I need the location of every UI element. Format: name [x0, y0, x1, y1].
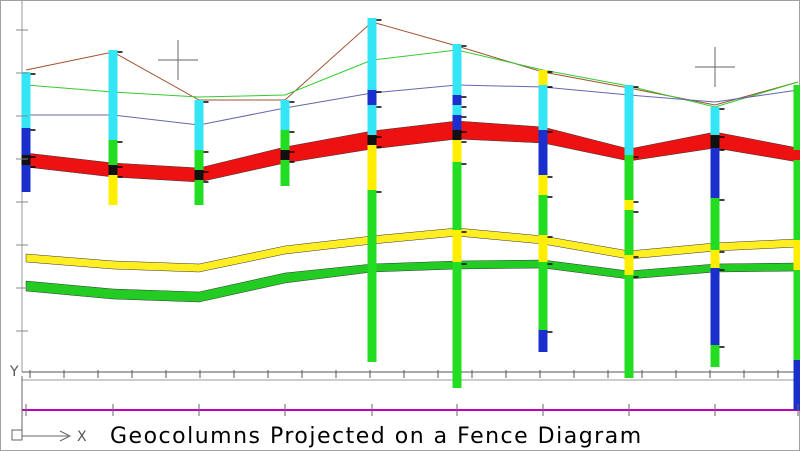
- column-segment: [21, 155, 31, 165]
- column-segment: [367, 135, 377, 145]
- column-segment: [624, 200, 634, 210]
- column-segment: [367, 190, 377, 362]
- column-segment: [793, 240, 800, 270]
- column-segment: [452, 230, 462, 262]
- column-segment: [624, 275, 634, 378]
- markers: [16, 29, 799, 416]
- column-segment: [280, 160, 290, 186]
- column-segment: [624, 85, 634, 155]
- column-segment: [624, 210, 634, 255]
- column-segment: [367, 18, 377, 90]
- column-segment: [710, 250, 720, 268]
- column-segment: [194, 170, 204, 180]
- column-segment: [452, 105, 462, 115]
- axis-label-y: Y: [9, 364, 19, 380]
- column-segment: [793, 360, 800, 410]
- column-segment: [793, 85, 800, 150]
- column-segment: [624, 255, 634, 275]
- column-segment: [21, 128, 31, 155]
- column-segment: [452, 140, 462, 162]
- column-segment: [367, 145, 377, 190]
- column-segment: [452, 115, 462, 130]
- column-segment: [538, 195, 548, 235]
- layers: [25, 21, 799, 303]
- column-segment: [793, 150, 800, 160]
- column-segment: [194, 180, 204, 205]
- column-segment: [21, 165, 31, 192]
- column-segment: [452, 44, 462, 95]
- column-segment: [280, 130, 290, 150]
- ucs-icon: Y X: [9, 364, 87, 445]
- column-segment: [538, 85, 548, 130]
- column-segment: [452, 130, 462, 140]
- column-segment: [710, 135, 720, 148]
- column-segment: [108, 50, 118, 140]
- axis-label-x: X: [77, 429, 87, 445]
- column-segment: [710, 268, 720, 345]
- ucs-box: [11, 429, 23, 441]
- column-segment: [624, 155, 634, 200]
- geocolumns: [21, 18, 800, 410]
- column-segment: [108, 140, 118, 165]
- column-segment: [452, 262, 462, 388]
- column-segment: [538, 330, 548, 352]
- column-segment: [710, 198, 720, 250]
- column-segment: [793, 270, 800, 360]
- ucs-arrow: [59, 430, 72, 442]
- drawing-title: Geocolumns Projected on a Fence Diagram: [110, 424, 643, 449]
- column-segment: [538, 70, 548, 85]
- column-segment: [710, 148, 720, 198]
- column-segment: [710, 107, 720, 135]
- column-segment: [194, 150, 204, 170]
- column-segment: [538, 175, 548, 195]
- column-segment: [538, 262, 548, 330]
- column-segment: [538, 235, 548, 262]
- column-segment: [367, 90, 377, 105]
- column-segment: [538, 130, 548, 175]
- column-segment: [367, 105, 377, 135]
- column-segment: [280, 150, 290, 160]
- column-segment: [108, 175, 118, 205]
- column-segment: [452, 95, 462, 105]
- column-segment: [108, 165, 118, 175]
- column-segment: [793, 160, 800, 240]
- column-segment: [710, 345, 720, 367]
- column-segment: [452, 162, 462, 230]
- column-segment: [280, 100, 290, 130]
- horizon-line: [26, 84, 799, 126]
- horizon-line: [25, 49, 799, 108]
- column-segment: [194, 100, 204, 150]
- column-segment: [21, 72, 31, 128]
